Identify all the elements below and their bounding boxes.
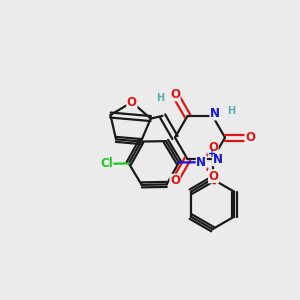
- Text: +: +: [208, 149, 216, 159]
- Text: Cl: Cl: [100, 157, 113, 170]
- Text: O: O: [170, 88, 180, 101]
- Text: N: N: [196, 156, 206, 169]
- Text: O: O: [208, 141, 218, 154]
- Text: H: H: [156, 93, 164, 103]
- Text: -: -: [211, 178, 216, 188]
- Text: N: N: [212, 153, 223, 166]
- Text: O: O: [245, 131, 255, 144]
- Text: N: N: [210, 107, 220, 120]
- Text: O: O: [170, 174, 180, 187]
- Text: H: H: [227, 106, 235, 116]
- Text: O: O: [127, 96, 137, 109]
- Text: O: O: [208, 170, 219, 183]
